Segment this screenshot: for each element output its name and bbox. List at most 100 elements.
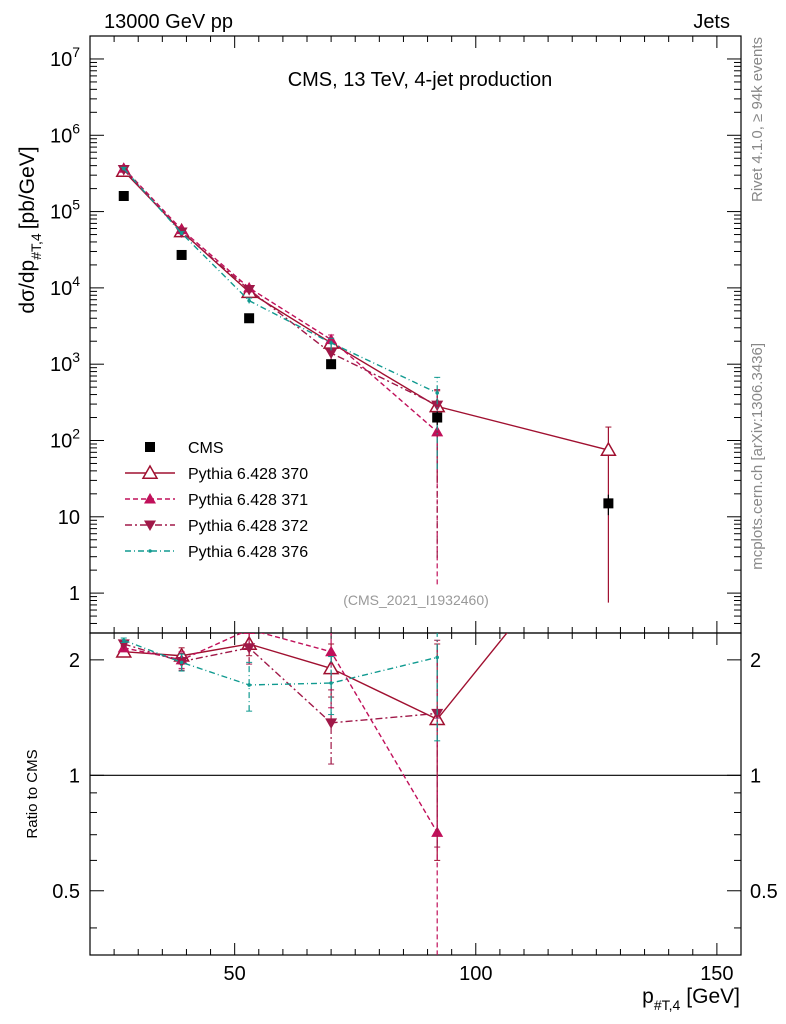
- cms-point: [176, 249, 187, 260]
- main-series: [115, 162, 617, 603]
- ratio-series-2: [117, 633, 444, 848]
- x-tick-label: 50: [224, 963, 246, 985]
- ratio-point: [325, 645, 338, 657]
- xlabel-sub: #T,4: [654, 997, 681, 1013]
- legend-label: Pythia 6.428 372: [188, 518, 308, 535]
- y-tick-base: 10: [50, 354, 72, 376]
- ratio-point: [325, 718, 338, 729]
- ratio-line: [123, 639, 438, 686]
- legend-label-cms: CMS: [188, 440, 224, 457]
- data-point: [325, 333, 338, 345]
- header-left: 13000 GeV pp: [104, 11, 233, 33]
- ratio-point: [247, 683, 251, 687]
- y-tick-label: 104: [50, 273, 80, 300]
- ratio-plot-frame: [89, 632, 742, 956]
- data-point: [243, 285, 256, 296]
- data-point: [325, 348, 338, 360]
- ratio-point: [121, 638, 126, 643]
- data-point: [435, 391, 440, 395]
- svg-text:dσ/dp#T,4[pb/GeV]: dσ/dp#T,4 [pb/GeV]: [16, 146, 44, 313]
- y-tick-label: 103: [50, 349, 80, 376]
- ylabel-sub: #T,4: [28, 233, 44, 260]
- ratio-axes: 0.5 0.5 1 1 2 2: [52, 650, 778, 929]
- ratio-tick-label: 1: [69, 765, 80, 787]
- y-tick-base: 10: [50, 202, 72, 224]
- ratio-series: [115, 633, 508, 955]
- ratio-y-label: Ratio to CMS: [24, 749, 41, 838]
- legend-marker: [148, 549, 152, 553]
- ratio-series-3: [120, 633, 441, 742]
- legend-label: Pythia 6.428 376: [188, 544, 308, 561]
- ratio-line: [123, 643, 438, 724]
- ratio-series-0: [115, 633, 508, 861]
- ratio-tick-label: 0.5: [52, 881, 80, 903]
- ratio-point: [329, 681, 333, 685]
- series-line: [123, 168, 438, 394]
- ratio-point: [243, 643, 256, 654]
- cms-data: [118, 191, 614, 516]
- y-axis-label: dσ/dp#T,4 [pb/GeV]: [16, 146, 44, 313]
- y-tick-base: 10: [50, 125, 72, 147]
- legend-marker: [141, 464, 159, 479]
- rivet-label: Rivet 4.1.0, ≥ 94k events: [749, 37, 766, 202]
- x-tick-label: 100: [459, 963, 492, 985]
- x-ticks: 50 100 150: [89, 36, 742, 985]
- x-axis-label: p#T,4 [GeV]: [642, 985, 740, 1013]
- cms-point: [326, 359, 337, 370]
- y-tick-label: 1: [69, 583, 80, 605]
- y-tick-base: 10: [50, 430, 72, 452]
- series-line: [123, 170, 609, 451]
- header-right: Jets: [693, 11, 730, 33]
- data-point: [329, 341, 333, 345]
- cms-point: [244, 313, 255, 324]
- xlabel-main: p: [642, 985, 654, 1008]
- ylabel-main: dσ/dp: [16, 260, 39, 314]
- data-point: [179, 231, 184, 236]
- y-tick-exp: 4: [72, 273, 80, 289]
- series-3: [120, 166, 441, 470]
- ratio-tick-label-right: 1: [750, 765, 761, 787]
- ratio-line: [123, 633, 508, 721]
- ratio-series-1: [117, 633, 444, 955]
- mcplots-label: mcplots.cern.ch [arXiv:1306.3436]: [749, 343, 766, 570]
- y-tick-label: 105: [50, 197, 80, 224]
- y-tick-exp: 3: [72, 349, 80, 365]
- data-point: [431, 400, 444, 412]
- analysis-label: (CMS_2021_I1932460): [343, 592, 489, 608]
- ratio-tick-label-right: 2: [750, 650, 761, 672]
- data-point: [121, 166, 126, 171]
- y-tick-exp: 5: [72, 197, 80, 213]
- legend: CMS Pythia 6.428 370 Pythia 6.428 371 Pythi…: [125, 440, 308, 561]
- data-point: [247, 298, 251, 303]
- y-tick-base: 1: [69, 583, 80, 605]
- series-line: [123, 167, 438, 433]
- y-tick-label: 107: [50, 44, 80, 71]
- ylabel-unit: [pb/GeV]: [16, 146, 39, 229]
- cms-point: [118, 191, 129, 202]
- cms-point: [603, 498, 614, 509]
- data-point: [600, 441, 617, 457]
- y-tick-label: 102: [50, 425, 80, 452]
- y-tick-exp: 2: [72, 425, 80, 441]
- y-tick-exp: 6: [72, 120, 80, 136]
- y-tick-exp: 7: [72, 44, 80, 60]
- legend-label: Pythia 6.428 370: [188, 466, 308, 483]
- x-tick-label: 150: [700, 963, 733, 985]
- y-tick-label: 10: [58, 507, 80, 529]
- y-tick-base: 10: [50, 49, 72, 71]
- ratio-tick-label: 2: [69, 650, 80, 672]
- y-tick-base: 10: [50, 278, 72, 300]
- legend-marker-cms: [145, 442, 155, 452]
- ratio-point: [179, 660, 184, 665]
- ratio-point: [435, 655, 440, 660]
- legend-marker: [144, 520, 156, 531]
- chart-title: CMS, 13 TeV, 4-jet production: [288, 69, 553, 91]
- ratio-tick-label-right: 0.5: [750, 881, 778, 903]
- ratio-line: [123, 633, 438, 833]
- series-line: [123, 169, 438, 406]
- series-0: [115, 162, 617, 603]
- xlabel-unit: [GeV]: [686, 985, 740, 1008]
- legend-marker: [144, 493, 156, 504]
